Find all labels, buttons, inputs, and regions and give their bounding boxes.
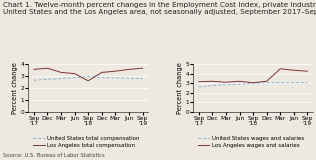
Los Angeles total compensation xyxy=(46,67,49,69)
Los Angeles wages and salaries xyxy=(265,80,269,82)
Text: Chart 1. Twelve-month percent changes in the Employment Cost Index, private indu: Chart 1. Twelve-month percent changes in… xyxy=(3,2,316,15)
Los Angeles wages and salaries xyxy=(251,82,255,84)
Los Angeles wages and salaries xyxy=(238,80,241,82)
Los Angeles total compensation xyxy=(141,67,144,69)
Line: United States wages and salaries: United States wages and salaries xyxy=(199,83,307,87)
United States total compensation xyxy=(100,76,104,78)
United States wages and salaries xyxy=(278,82,282,84)
Legend: United States total compensation, Los Angeles total compensation: United States total compensation, Los An… xyxy=(31,134,142,150)
United States wages and salaries xyxy=(251,82,255,84)
United States wages and salaries xyxy=(306,82,309,84)
Line: United States total compensation: United States total compensation xyxy=(34,77,143,80)
Los Angeles total compensation xyxy=(32,68,36,70)
United States wages and salaries xyxy=(292,82,296,84)
United States wages and salaries xyxy=(210,85,214,87)
Los Angeles total compensation xyxy=(100,71,104,73)
Y-axis label: Percent change: Percent change xyxy=(12,62,18,114)
Los Angeles wages and salaries xyxy=(224,81,228,83)
United States total compensation xyxy=(113,77,117,79)
Los Angeles wages and salaries xyxy=(306,70,309,72)
United States total compensation xyxy=(86,76,90,78)
United States total compensation xyxy=(73,77,76,79)
United States total compensation xyxy=(59,78,63,80)
United States total compensation xyxy=(46,78,49,80)
Y-axis label: Percent change: Percent change xyxy=(177,62,183,114)
United States wages and salaries xyxy=(224,84,228,86)
Line: Los Angeles total compensation: Los Angeles total compensation xyxy=(34,68,143,81)
Los Angeles total compensation xyxy=(59,71,63,73)
United States wages and salaries xyxy=(265,82,269,84)
Los Angeles total compensation xyxy=(113,70,117,72)
Los Angeles total compensation xyxy=(86,80,90,82)
Los Angeles wages and salaries xyxy=(292,69,296,71)
United States total compensation xyxy=(127,77,131,79)
Los Angeles total compensation xyxy=(73,73,76,75)
Los Angeles wages and salaries xyxy=(210,80,214,82)
United States wages and salaries xyxy=(238,83,241,85)
United States total compensation xyxy=(141,78,144,80)
Text: Source: U.S. Bureau of Labor Statistics: Source: U.S. Bureau of Labor Statistics xyxy=(3,153,105,158)
United States wages and salaries xyxy=(197,86,201,88)
Los Angeles total compensation xyxy=(127,68,131,70)
Legend: United States wages and salaries, Los Angeles wages and salaries: United States wages and salaries, Los An… xyxy=(196,134,306,150)
Line: Los Angeles wages and salaries: Los Angeles wages and salaries xyxy=(199,69,307,83)
Los Angeles wages and salaries xyxy=(278,68,282,70)
Los Angeles wages and salaries xyxy=(197,81,201,83)
United States total compensation xyxy=(32,79,36,81)
